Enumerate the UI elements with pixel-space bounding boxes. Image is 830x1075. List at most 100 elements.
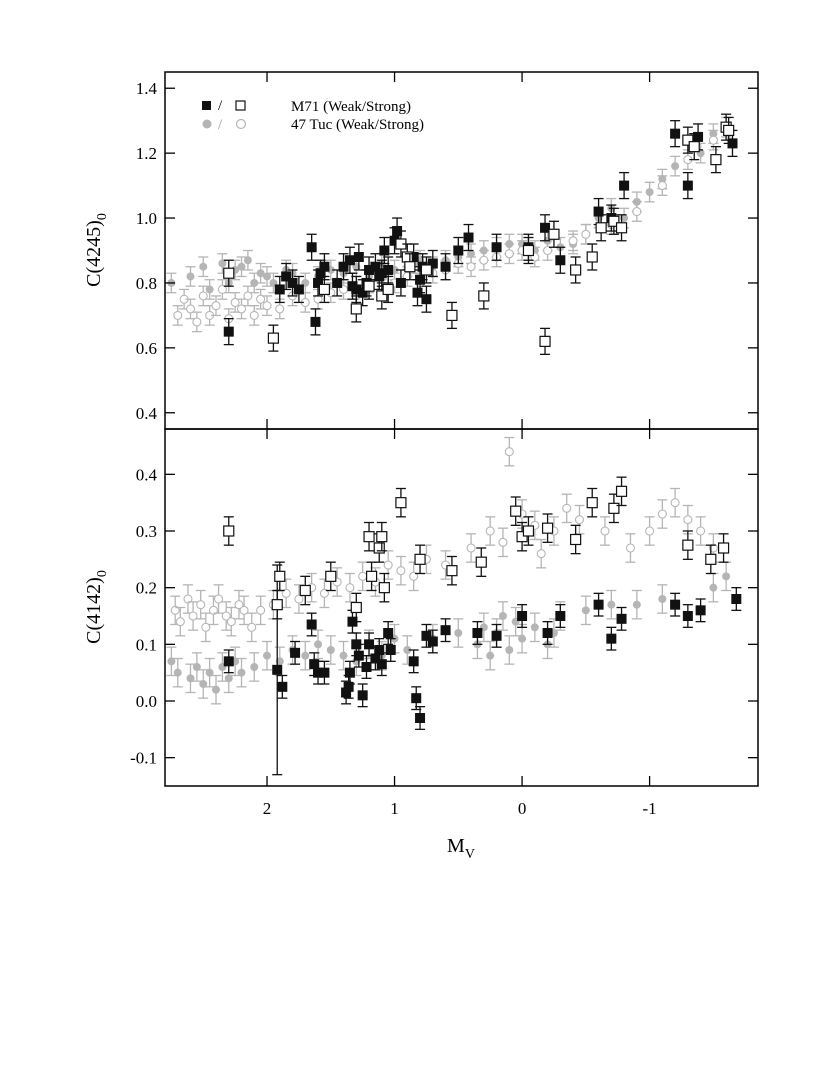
top-point [249,305,260,326]
top-y-axis-title-main: C(4245) [83,220,105,287]
top-point [204,279,215,300]
bottom-point [277,674,288,699]
marker-open-square [608,502,620,514]
bottom-point [236,657,247,688]
marker-filled-square [440,625,451,636]
bottom-point [383,550,394,580]
bottom-point [170,595,181,626]
marker-open-square [541,522,554,534]
marker-filled-circle [237,668,246,677]
bottom-point [615,476,628,507]
marker-open-circle [657,181,667,191]
marker-open-square [378,582,390,594]
marker-filled-circle [205,668,214,677]
top-point [350,295,362,323]
marker-filled-square [361,662,372,672]
bottom-point [364,632,375,657]
marker-open-circle [536,549,546,559]
bottom-point [223,649,234,674]
marker-open-square [376,290,388,302]
top-point [338,253,349,281]
legend-m71-weak-marker [202,101,211,110]
bottom-ytick-label: 0.1 [136,635,157,654]
bottom-point [249,652,260,682]
top-point [615,214,628,242]
marker-filled-circle [263,272,272,281]
bottom-point [172,657,183,688]
marker-filled-square [332,277,343,288]
marker-filled-circle [224,674,233,683]
marker-filled-square [695,605,706,616]
marker-filled-circle [530,623,539,632]
top-point [255,288,266,310]
marker-open-circle [262,301,272,311]
marker-filled-square [277,681,288,692]
marker-filled-square [353,251,364,262]
marker-open-square [376,531,388,543]
top-point [593,197,604,226]
bottom-point [182,584,193,614]
marker-open-square [688,141,700,153]
bottom-point [717,533,730,563]
marker-filled-square [341,687,352,698]
marker-filled-square [274,284,285,295]
marker-filled-square [593,599,604,610]
bottom-point [299,575,311,606]
bottom-point [504,635,515,665]
top-point [404,253,416,281]
marker-filled-square [606,633,617,644]
marker-filled-circle [263,651,272,660]
top-point [644,181,655,203]
bottom-point [517,604,528,628]
bottom-point [408,561,419,592]
marker-filled-circle [403,646,412,654]
marker-filled-square [491,630,502,641]
top-ytick-label: 1.4 [136,79,158,98]
marker-open-circle [170,605,180,615]
bottom-point [376,652,387,677]
top-point [242,249,253,271]
x-axis-title-main: M [447,835,465,857]
top-point [185,298,196,320]
legend-47tuc-label: 47 Tuc (Weak/Strong) [291,117,424,133]
bottom-point [344,660,355,685]
bottom-y-axis-title-main: C(4142) [83,577,105,644]
top-point [570,256,582,284]
bottom-ytick-label: 0.3 [136,522,157,541]
marker-open-circle [192,317,202,327]
marker-filled-square [731,594,742,604]
marker-filled-square [338,261,349,272]
bottom-point [731,587,742,611]
bottom-point [670,592,681,617]
bottom-point [223,516,235,546]
bottom-point [414,544,426,575]
marker-open-circle [670,498,680,508]
bottom-point [542,621,553,645]
marker-filled-circle [314,640,323,649]
marker-open-square [475,556,487,568]
top-point [446,301,458,330]
marker-filled-square [427,258,438,269]
marker-filled-square [319,261,330,272]
top-point [427,249,438,278]
marker-open-square [478,290,490,302]
marker-open-circle [256,294,266,304]
marker-filled-square [281,271,292,282]
marker-filled-circle [167,657,176,666]
marker-open-circle [574,515,585,525]
bottom-point [497,527,508,558]
marker-filled-square [290,647,301,658]
marker-open-circle [498,537,508,547]
marker-open-circle [243,291,253,301]
marker-filled-square [315,268,326,279]
top-point [463,223,474,252]
marker-open-square [522,525,535,537]
axes-ticks: 0.4 0.6 0.8 1.0 1.2 1.4 -0.1 0.0 0.1 0.2 0.3 0.4 2 1 0… [130,72,758,818]
marker-open-circle [345,583,355,593]
top-point [440,253,451,281]
top-point [185,266,196,287]
marker-filled-circle [250,663,259,671]
marker-filled-square [408,251,419,262]
bottom-point [485,640,496,671]
marker-filled-circle [250,278,259,287]
